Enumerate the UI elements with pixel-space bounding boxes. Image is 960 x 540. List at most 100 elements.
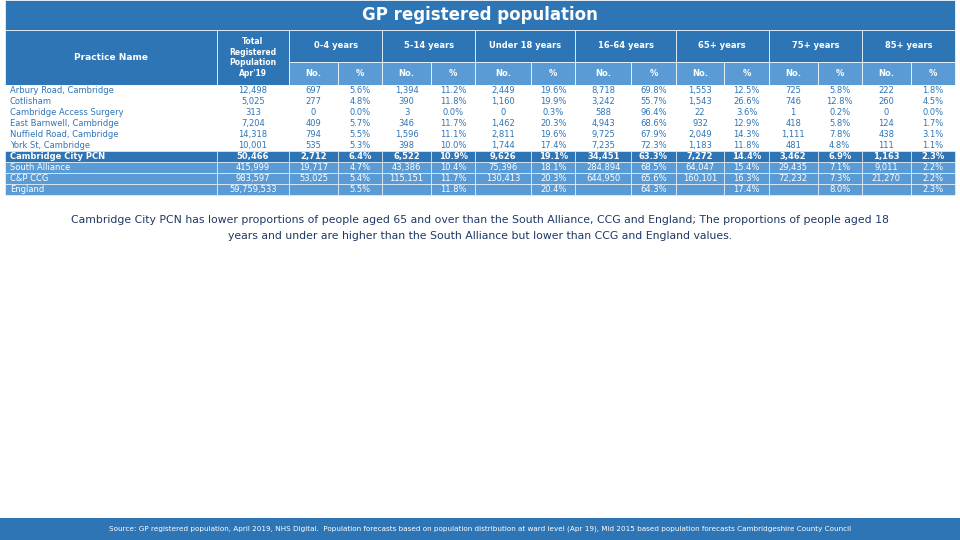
Bar [289, 151, 338, 162]
Text: 3,462: 3,462 [780, 152, 806, 161]
Text: 9,626: 9,626 [490, 152, 516, 161]
Bar [676, 129, 725, 140]
Bar [911, 118, 955, 129]
Bar [531, 162, 575, 173]
Bar [531, 107, 575, 118]
Text: 5.6%: 5.6% [349, 86, 371, 95]
Text: No.: No. [878, 69, 895, 78]
Text: 65.6%: 65.6% [640, 174, 667, 183]
Bar [769, 184, 818, 195]
Bar [676, 107, 725, 118]
Text: 983,597: 983,597 [236, 174, 270, 183]
Text: 2,049: 2,049 [688, 130, 712, 139]
Bar [818, 62, 862, 85]
Bar [531, 85, 575, 96]
Bar [862, 107, 911, 118]
Text: 2,811: 2,811 [492, 130, 516, 139]
Bar [862, 151, 911, 162]
Text: 438: 438 [878, 130, 895, 139]
Bar [5, 0, 955, 30]
Text: 0.3%: 0.3% [542, 108, 564, 117]
Bar [911, 162, 955, 173]
Bar [676, 96, 725, 107]
Text: 22: 22 [695, 108, 706, 117]
Text: 14.4%: 14.4% [732, 152, 761, 161]
Text: 2.2%: 2.2% [923, 163, 944, 172]
Text: 20.3%: 20.3% [540, 174, 566, 183]
Text: 10.0%: 10.0% [440, 141, 467, 150]
Text: 20.4%: 20.4% [540, 185, 566, 194]
Text: 20.3%: 20.3% [540, 119, 566, 128]
Bar [431, 62, 475, 85]
Text: 96.4%: 96.4% [640, 108, 666, 117]
Text: 5.8%: 5.8% [829, 119, 851, 128]
Bar [531, 96, 575, 107]
Text: 5.5%: 5.5% [349, 185, 371, 194]
Bar [676, 173, 725, 184]
Bar [862, 85, 911, 96]
Text: 11.1%: 11.1% [440, 130, 467, 139]
Bar [338, 85, 382, 96]
Bar [382, 107, 431, 118]
Bar [289, 140, 338, 151]
Bar [676, 118, 725, 129]
Text: No.: No. [785, 69, 802, 78]
Bar [725, 118, 769, 129]
Text: 64.3%: 64.3% [640, 185, 667, 194]
Text: 588: 588 [595, 108, 612, 117]
Text: 277: 277 [305, 97, 322, 106]
Bar [632, 162, 676, 173]
Bar [338, 107, 382, 118]
Text: 5.3%: 5.3% [349, 141, 371, 150]
Text: 11.8%: 11.8% [440, 97, 467, 106]
Bar [725, 140, 769, 151]
Text: No.: No. [595, 69, 612, 78]
Text: 10.9%: 10.9% [439, 152, 468, 161]
Bar [769, 118, 818, 129]
Text: GP registered population: GP registered population [362, 6, 598, 24]
Bar [289, 96, 338, 107]
Bar [475, 162, 531, 173]
Bar [911, 96, 955, 107]
Text: 11.8%: 11.8% [733, 141, 760, 150]
Text: 5.8%: 5.8% [829, 86, 851, 95]
Text: 26.6%: 26.6% [733, 97, 760, 106]
Text: 18.1%: 18.1% [540, 163, 566, 172]
Text: 7.8%: 7.8% [829, 130, 851, 139]
Bar [289, 62, 338, 85]
Text: 11.8%: 11.8% [440, 185, 467, 194]
Bar [725, 184, 769, 195]
Text: 34,451: 34,451 [588, 152, 619, 161]
Bar [5, 184, 217, 195]
Text: 8,718: 8,718 [591, 86, 615, 95]
Text: 725: 725 [785, 86, 801, 95]
Text: 7,272: 7,272 [686, 152, 713, 161]
Bar [289, 85, 338, 96]
Text: 390: 390 [398, 97, 415, 106]
Text: 0.0%: 0.0% [349, 108, 371, 117]
Bar [217, 140, 289, 151]
Bar [911, 85, 955, 96]
Bar [382, 30, 475, 62]
Bar [431, 107, 475, 118]
Bar [911, 151, 955, 162]
Text: Source: GP registered population, April 2019, NHS Digital.  Population forecasts: Source: GP registered population, April … [108, 526, 852, 532]
Bar [289, 162, 338, 173]
Bar [769, 96, 818, 107]
Bar [862, 140, 911, 151]
Text: 10,001: 10,001 [238, 141, 268, 150]
Text: 19.6%: 19.6% [540, 86, 566, 95]
Bar [475, 184, 531, 195]
Text: 794: 794 [305, 130, 322, 139]
Text: 75,396: 75,396 [489, 163, 517, 172]
Bar [676, 62, 725, 85]
Text: 17.4%: 17.4% [733, 185, 760, 194]
Bar [818, 85, 862, 96]
Text: 0: 0 [501, 108, 506, 117]
Text: %: % [549, 69, 558, 78]
Text: 59,759,533: 59,759,533 [229, 185, 276, 194]
Bar [217, 129, 289, 140]
Text: 7.3%: 7.3% [829, 174, 851, 183]
Bar [818, 162, 862, 173]
Text: 12,498: 12,498 [238, 86, 268, 95]
